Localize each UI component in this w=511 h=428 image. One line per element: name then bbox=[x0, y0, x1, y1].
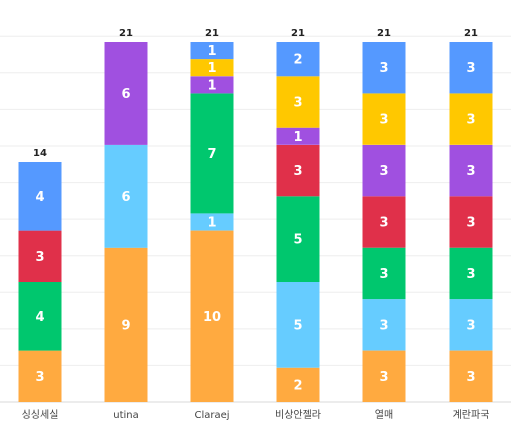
bar-segment bbox=[18, 230, 62, 282]
bar-segment bbox=[18, 350, 62, 402]
segment-value-label: 3 bbox=[379, 216, 388, 231]
bar-segment bbox=[362, 247, 406, 300]
segment-value-label: 3 bbox=[35, 250, 44, 265]
category-label: 비상안젤라 bbox=[275, 409, 321, 421]
bar-segment bbox=[449, 196, 493, 248]
category-label: 싱싱세실 bbox=[22, 409, 59, 421]
bar-segment bbox=[449, 247, 493, 300]
segment-value-label: 3 bbox=[379, 61, 388, 76]
segment-value-label: 1 bbox=[207, 216, 216, 231]
bar-segment bbox=[18, 282, 62, 351]
bar-segment bbox=[276, 42, 320, 77]
bar-segment bbox=[276, 196, 320, 282]
segment-value-label: 1 bbox=[207, 61, 216, 76]
bar-segment bbox=[104, 42, 148, 145]
segment-value-label: 3 bbox=[379, 370, 388, 385]
bar-segment bbox=[190, 213, 234, 231]
segment-value-label: 3 bbox=[466, 267, 475, 282]
category-label: Claraej bbox=[194, 410, 229, 421]
segment-value-label: 3 bbox=[466, 61, 475, 76]
segment-value-label: 6 bbox=[121, 87, 130, 102]
bar-segment bbox=[104, 247, 148, 402]
category-label: utina bbox=[113, 410, 139, 421]
bar-total-label: 21 bbox=[291, 28, 305, 39]
segment-value-label: 3 bbox=[379, 164, 388, 179]
bar-segment bbox=[362, 42, 406, 94]
bar-total-label: 21 bbox=[205, 28, 219, 39]
segment-value-label: 2 bbox=[293, 378, 302, 393]
segment-value-label: 5 bbox=[293, 318, 302, 333]
bar-total-label: 21 bbox=[119, 28, 133, 39]
segment-value-label: 9 bbox=[121, 318, 130, 333]
bar-segment bbox=[190, 93, 234, 214]
segment-value-label: 1 bbox=[293, 130, 302, 145]
bar-segment bbox=[449, 299, 493, 351]
segment-value-label: 7 bbox=[207, 147, 216, 162]
bar-segment bbox=[276, 76, 320, 128]
bar-segment bbox=[362, 196, 406, 248]
segment-value-label: 4 bbox=[35, 310, 44, 325]
segment-value-label: 5 bbox=[293, 233, 302, 248]
bar-total-label: 21 bbox=[464, 28, 478, 39]
bar-segment bbox=[276, 367, 320, 402]
bar-segment bbox=[190, 59, 234, 77]
segment-value-label: 1 bbox=[207, 44, 216, 59]
segment-value-label: 3 bbox=[379, 267, 388, 282]
bar-segment bbox=[362, 299, 406, 351]
bar-segment bbox=[449, 93, 493, 145]
bar-segment bbox=[190, 42, 234, 60]
category-label: 열매 bbox=[375, 409, 393, 421]
bar-segment bbox=[276, 144, 320, 197]
bar-segment bbox=[362, 144, 406, 197]
bar-segment bbox=[190, 230, 234, 402]
segment-value-label: 4 bbox=[35, 190, 44, 205]
bar-segment bbox=[190, 76, 234, 94]
bar-segment bbox=[362, 93, 406, 145]
segment-value-label: 6 bbox=[121, 190, 130, 205]
bar-total-label: 14 bbox=[33, 148, 47, 159]
bar-segment bbox=[449, 350, 493, 402]
segment-value-label: 3 bbox=[293, 96, 302, 111]
segment-value-label: 3 bbox=[466, 113, 475, 128]
segment-value-label: 10 bbox=[203, 310, 221, 325]
bar-segment bbox=[276, 282, 320, 368]
bar-segment bbox=[18, 162, 62, 231]
bar-total-label: 21 bbox=[377, 28, 391, 39]
segment-value-label: 1 bbox=[207, 78, 216, 93]
bar-segment bbox=[276, 127, 320, 145]
segment-value-label: 3 bbox=[379, 113, 388, 128]
bar-segment bbox=[104, 144, 148, 248]
category-label: 계란파국 bbox=[453, 409, 490, 421]
segment-value-label: 3 bbox=[293, 164, 302, 179]
segment-value-label: 3 bbox=[466, 370, 475, 385]
segment-value-label: 3 bbox=[466, 318, 475, 333]
bar-segment bbox=[362, 350, 406, 402]
segment-value-label: 3 bbox=[466, 216, 475, 231]
segment-value-label: 2 bbox=[293, 53, 302, 68]
bar-segment bbox=[449, 144, 493, 197]
segment-value-label: 3 bbox=[466, 164, 475, 179]
segment-value-label: 3 bbox=[379, 318, 388, 333]
bar-segment bbox=[449, 42, 493, 94]
segment-value-label: 3 bbox=[35, 370, 44, 385]
